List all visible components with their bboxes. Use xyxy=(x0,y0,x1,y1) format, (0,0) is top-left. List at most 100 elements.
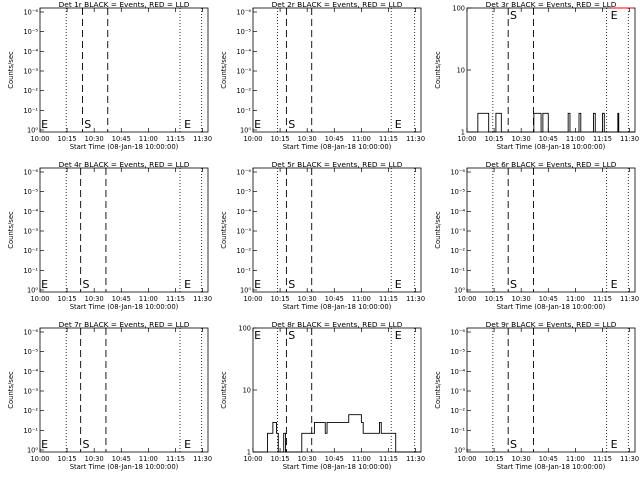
y-tick-label: 10⁻³ xyxy=(23,388,38,396)
y-tick-label: 10⁻¹ xyxy=(450,427,465,435)
y-tick-label: 10⁻¹ xyxy=(236,107,251,115)
y-tick-label: 1 xyxy=(247,449,251,457)
x-tick-label: 11:00 xyxy=(566,295,585,303)
detector-panel: Det 2r BLACK = Events, RED = LLD 10:00 10:… xyxy=(220,0,425,151)
y-axis-label: Counts/sec xyxy=(434,51,442,89)
x-tick-label: 10:30 xyxy=(512,455,531,463)
time-marker-label: S xyxy=(84,118,91,131)
y-axis-label: Counts/sec xyxy=(434,371,442,409)
detector-panel: Det 8r BLACK = Events, RED = LLD 10:00 10:… xyxy=(220,320,425,471)
y-tick-label: 10⁻³ xyxy=(23,68,38,76)
y-axis-label: Counts/sec xyxy=(220,371,228,409)
time-marker-label: E xyxy=(184,438,191,451)
y-tick-label: 10⁻² xyxy=(23,247,38,255)
x-tick-label: 10:45 xyxy=(112,295,131,303)
time-marker-label: S xyxy=(82,278,89,291)
x-tick-label: 10:15 xyxy=(271,295,290,303)
panel-title: Det 3r BLACK = Events, RED = LLD xyxy=(486,0,617,9)
x-tick-label: 11:00 xyxy=(139,455,158,463)
y-tick-label: 100 xyxy=(238,325,251,333)
detector-panel: Det 4r BLACK = Events, RED = LLD 10:00 10:… xyxy=(7,160,212,311)
x-tick-label: 10:00 xyxy=(30,135,49,143)
detector-panel: Det 1r BLACK = Events, RED = LLD 10:00 10:… xyxy=(7,0,212,151)
x-axis-label: Start Time (08-Jan-18 10:00:00) xyxy=(70,463,179,471)
panel-title: Det 4r BLACK = Events, RED = LLD xyxy=(59,160,190,169)
x-tick-label: 11:15 xyxy=(166,455,185,463)
y-tick-label: 10⁻⁶ xyxy=(23,329,38,337)
x-tick-label: 10:45 xyxy=(112,455,131,463)
y-tick-label: 10⁻³ xyxy=(23,228,38,236)
x-axis-label: Start Time (08-Jan-18 10:00:00) xyxy=(497,463,606,471)
x-tick-label: 11:15 xyxy=(593,135,612,143)
x-tick-label: 11:15 xyxy=(593,295,612,303)
time-marker-label: E xyxy=(254,329,261,342)
y-tick-label: 10⁻¹ xyxy=(23,267,38,275)
x-tick-label: 10:00 xyxy=(457,295,476,303)
x-tick-label: 10:45 xyxy=(325,295,344,303)
time-marker-label: S xyxy=(288,329,295,342)
x-tick-label: 10:30 xyxy=(85,455,104,463)
time-marker-label: E xyxy=(395,118,402,131)
x-tick-label: 10:15 xyxy=(271,135,290,143)
time-marker-label: S xyxy=(288,278,295,291)
panel-title: Det 5r BLACK = Events, RED = LLD xyxy=(272,160,403,169)
x-tick-label: 10:15 xyxy=(271,455,290,463)
y-tick-label: 10⁻⁶ xyxy=(23,169,38,177)
y-tick-label: 10⁻⁴ xyxy=(450,208,465,216)
y-tick-label: 10⁻⁴ xyxy=(450,368,465,376)
x-tick-label: 11:30 xyxy=(620,295,639,303)
x-tick-label: 11:00 xyxy=(352,295,371,303)
y-tick-label: 10⁻² xyxy=(236,247,251,255)
time-marker-label: E xyxy=(41,118,48,131)
plot-frame xyxy=(252,167,422,293)
y-tick-label: 10⁻³ xyxy=(236,68,251,76)
y-tick-label: 100 xyxy=(452,5,465,13)
y-tick-label: 10⁻³ xyxy=(450,228,465,236)
y-tick-label: 10⁻² xyxy=(23,407,38,415)
x-tick-label: 11:00 xyxy=(352,135,371,143)
plot-frame xyxy=(39,7,209,133)
detector-panel: Det 5r BLACK = Events, RED = LLD 10:00 10:… xyxy=(220,160,425,311)
x-tick-label: 10:30 xyxy=(512,135,531,143)
y-tick-label: 10⁻⁴ xyxy=(23,368,38,376)
time-marker-label: E xyxy=(395,278,402,291)
x-tick-label: 11:15 xyxy=(166,295,185,303)
time-marker-label: S xyxy=(288,118,295,131)
y-tick-label: 10⁻⁵ xyxy=(23,28,38,36)
x-tick-label: 10:00 xyxy=(30,455,49,463)
x-tick-label: 10:15 xyxy=(58,135,77,143)
y-axis-label: Counts/sec xyxy=(220,211,228,249)
plot-frame xyxy=(252,7,422,133)
y-tick-label: 10⁻⁴ xyxy=(236,208,251,216)
y-axis-label: Counts/sec xyxy=(220,51,228,89)
y-tick-label: 10⁻⁶ xyxy=(450,329,465,337)
y-tick-label: 10⁰ xyxy=(240,287,251,295)
time-marker-label: E xyxy=(254,278,261,291)
x-tick-label: 11:30 xyxy=(620,135,639,143)
panel-title: Det 1r BLACK = Events, RED = LLD xyxy=(59,0,190,9)
y-tick-label: 10⁻³ xyxy=(450,388,465,396)
time-marker-label: E xyxy=(41,278,48,291)
time-marker-label: E xyxy=(395,329,402,342)
y-tick-label: 1 xyxy=(461,129,465,137)
y-tick-label: 10⁰ xyxy=(27,447,38,455)
panel-title: Det 8r BLACK = Events, RED = LLD xyxy=(272,320,403,329)
detector-panel: Det 3r BLACK = Events, RED = LLD 10:00 10:… xyxy=(434,0,639,151)
x-tick-label: 10:30 xyxy=(298,455,317,463)
x-tick-label: 11:00 xyxy=(352,455,371,463)
x-tick-label: 10:45 xyxy=(539,295,558,303)
x-tick-label: 10:00 xyxy=(243,455,262,463)
series-line xyxy=(467,112,635,133)
x-tick-label: 10:30 xyxy=(85,295,104,303)
detector-panel: Det 6r BLACK = Events, RED = LLD 10:00 10:… xyxy=(434,160,639,311)
time-marker-label: S xyxy=(82,438,89,451)
y-tick-label: 10 xyxy=(457,67,465,75)
y-tick-label: 10⁰ xyxy=(454,447,465,455)
y-tick-label: 10⁻² xyxy=(23,87,38,95)
x-tick-label: 10:45 xyxy=(539,135,558,143)
x-axis-label: Start Time (08-Jan-18 10:00:00) xyxy=(283,143,392,151)
x-tick-label: 11:15 xyxy=(379,135,398,143)
y-tick-label: 10⁻¹ xyxy=(23,427,38,435)
y-tick-label: 10⁻⁴ xyxy=(23,208,38,216)
